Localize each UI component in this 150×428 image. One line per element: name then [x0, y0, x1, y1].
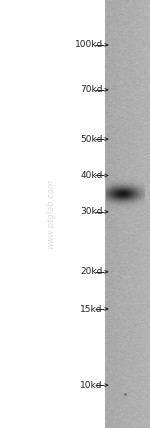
Text: 70kd: 70kd	[80, 85, 103, 95]
Text: www.ptglab.com: www.ptglab.com	[46, 179, 56, 249]
Text: 20kd: 20kd	[80, 267, 103, 276]
Text: 50kd: 50kd	[80, 134, 103, 144]
Text: 100kd: 100kd	[75, 40, 103, 50]
Text: 15kd: 15kd	[80, 304, 103, 314]
Text: 30kd: 30kd	[80, 207, 103, 217]
FancyBboxPatch shape	[105, 0, 150, 428]
Text: 10kd: 10kd	[80, 380, 103, 390]
Text: 40kd: 40kd	[80, 171, 103, 180]
